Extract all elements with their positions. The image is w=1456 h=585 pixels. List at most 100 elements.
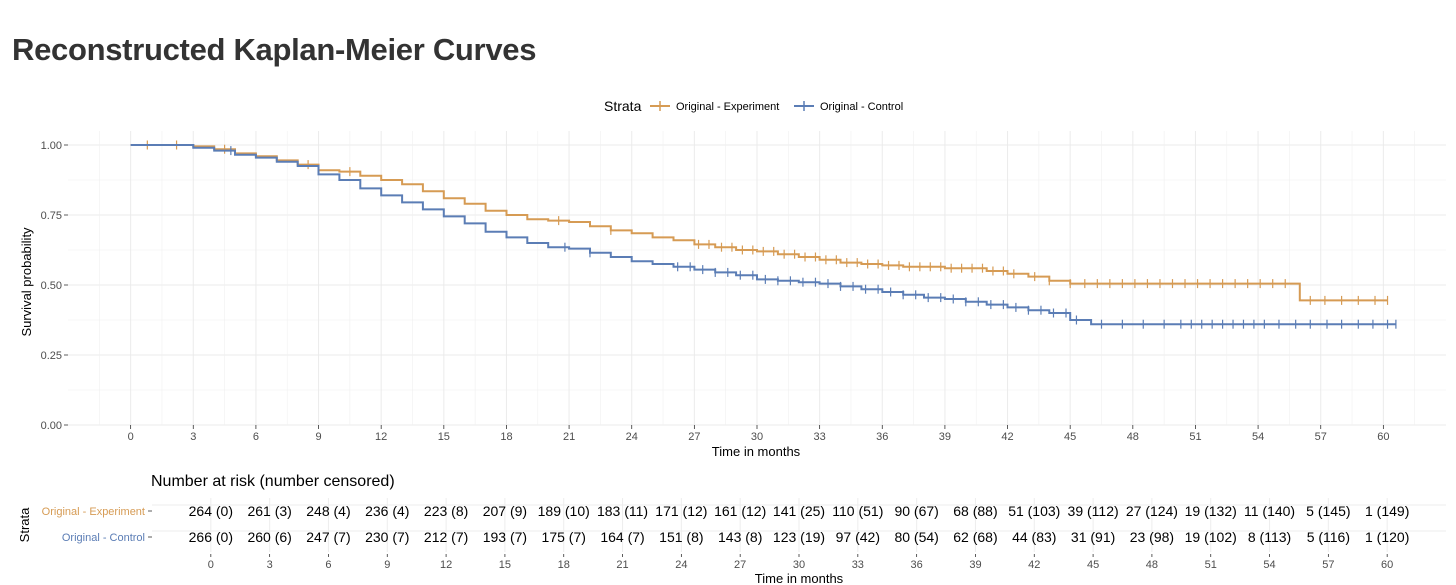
risk-cell: 212 (7)	[424, 529, 468, 545]
risk-cell: 19 (102)	[1185, 529, 1237, 545]
x-tick-label: 24	[626, 431, 638, 443]
risk-x-tick-label: 60	[1381, 559, 1393, 571]
risk-cell: 27 (124)	[1126, 503, 1178, 519]
risk-cell: 19 (132)	[1185, 503, 1237, 519]
x-tick-label: 33	[814, 431, 826, 443]
risk-cell: 5 (116)	[1307, 529, 1350, 545]
risk-cell: 248 (4)	[306, 503, 350, 519]
risk-x-tick-label: 12	[440, 559, 452, 571]
risk-cell: 123 (19)	[773, 529, 825, 545]
plot-series	[130, 140, 1397, 329]
x-tick-label: 48	[1127, 431, 1139, 443]
x-tick-label: 27	[688, 431, 700, 443]
risk-x-tick-label: 36	[911, 559, 923, 571]
risk-cell: 143 (8)	[718, 529, 762, 545]
x-tick-label: 39	[939, 431, 951, 443]
y-tick-label: 0.25	[41, 350, 62, 362]
risk-x-tick-label: 24	[675, 559, 687, 571]
risk-cell: 236 (4)	[365, 503, 409, 519]
risk-x-tick-label: 42	[1028, 559, 1040, 571]
x-tick-label: 36	[876, 431, 888, 443]
page-title: Reconstructed Kaplan-Meier Curves	[12, 32, 537, 67]
risk-cell: 39 (112)	[1068, 503, 1119, 519]
risk-x-tick-label: 27	[734, 559, 746, 571]
risk-cell: 193 (7)	[483, 529, 527, 545]
risk-cell: 151 (8)	[659, 529, 703, 545]
x-tick-label: 45	[1064, 431, 1076, 443]
risk-table-title: Number at risk (number censored)	[151, 473, 395, 490]
risk-cell: 11 (140)	[1244, 503, 1295, 519]
risk-cell: 80 (54)	[894, 529, 938, 545]
risk-cell: 141 (25)	[773, 503, 825, 519]
y-tick-label: 1.00	[41, 140, 62, 152]
risk-cell: 31 (91)	[1071, 529, 1115, 545]
risk-row-label-experiment: Original - Experiment	[42, 506, 145, 518]
legend-label-control: Original - Control	[820, 101, 903, 113]
risk-x-tick-label: 6	[325, 559, 331, 571]
risk-cell: 62 (68)	[953, 529, 997, 545]
risk-cell: 247 (7)	[306, 529, 350, 545]
risk-cell: 1 (149)	[1365, 503, 1409, 519]
y-tick-label: 0.50	[41, 280, 62, 292]
risk-cell: 5 (145)	[1306, 503, 1350, 519]
risk-x-tick-label: 9	[384, 559, 390, 571]
legend: Strata Original - Experiment Original - …	[604, 98, 903, 114]
risk-cell: 189 (10)	[538, 503, 590, 519]
risk-cell: 175 (7)	[542, 529, 586, 545]
x-tick-label: 0	[128, 431, 134, 443]
risk-x-tick-label: 30	[793, 559, 805, 571]
risk-cell: 261 (3)	[247, 503, 291, 519]
risk-x-tick-label: 51	[1205, 559, 1217, 571]
risk-row-label-control: Original - Control	[62, 532, 145, 544]
risk-table: Original - Experiment 264 (0) 261 (3) 248 (…	[42, 503, 1410, 545]
risk-x-tick-label: 0	[208, 559, 214, 571]
risk-x-axis: 0 3 6 9 12 15 18 21 24 27 30 33 36 39 42 45 48 51 54 57 60	[208, 554, 1393, 571]
legend-title: Strata	[604, 98, 642, 114]
risk-x-tick-label: 18	[558, 559, 570, 571]
risk-cell: 110 (51)	[832, 503, 883, 519]
y-axis-title: Survival probability	[19, 227, 34, 337]
x-tick-label: 42	[1001, 431, 1013, 443]
risk-cell: 207 (9)	[483, 503, 527, 519]
x-tick-label: 30	[751, 431, 763, 443]
km-curve-experiment	[130, 144, 1388, 302]
x-tick-label: 3	[190, 431, 196, 443]
risk-x-tick-label: 3	[267, 559, 273, 571]
risk-grid	[152, 498, 1446, 552]
risk-x-tick-label: 21	[616, 559, 628, 571]
x-tick-label: 15	[438, 431, 450, 443]
risk-cell: 1 (120)	[1365, 529, 1409, 545]
risk-cell: 230 (7)	[365, 529, 409, 545]
risk-x-tick-label: 48	[1146, 559, 1158, 571]
risk-cell: 8 (113)	[1248, 529, 1291, 545]
risk-cell: 23 (98)	[1130, 529, 1174, 545]
risk-ylabel: Strata	[17, 507, 32, 542]
y-tick-label: 0.00	[41, 420, 62, 432]
risk-cell: 97 (42)	[836, 529, 880, 545]
risk-cell: 223 (8)	[424, 503, 468, 519]
x-tick-label: 12	[375, 431, 387, 443]
x-tick-label: 9	[315, 431, 321, 443]
y-axis: 0.00 0.25 0.50 0.75 1.00	[41, 140, 68, 432]
risk-cell: 171 (12)	[655, 503, 707, 519]
risk-cell: 264 (0)	[189, 503, 233, 519]
km-curve-control	[130, 144, 1396, 326]
x-tick-label: 54	[1252, 431, 1264, 443]
risk-x-tick-label: 54	[1263, 559, 1275, 571]
risk-cell: 266 (0)	[189, 529, 233, 545]
x-tick-label: 21	[563, 431, 575, 443]
x-tick-label: 6	[253, 431, 259, 443]
y-tick-label: 0.75	[41, 210, 62, 222]
risk-x-tick-label: 57	[1322, 559, 1334, 571]
x-axis: 0 3 6 9 12 15 18 21 24 27 30 33 36 39 42 45 48 51 54 57 60	[128, 425, 1389, 443]
x-axis-title: Time in months	[712, 444, 801, 459]
risk-x-tick-label: 39	[969, 559, 981, 571]
risk-x-tick-label: 45	[1087, 559, 1099, 571]
risk-x-tick-label: 33	[852, 559, 864, 571]
risk-cell: 51 (103)	[1008, 503, 1060, 519]
risk-cell: 164 (7)	[600, 529, 644, 545]
risk-cell: 68 (88)	[953, 503, 997, 519]
risk-cell: 161 (12)	[714, 503, 766, 519]
x-tick-label: 18	[500, 431, 512, 443]
